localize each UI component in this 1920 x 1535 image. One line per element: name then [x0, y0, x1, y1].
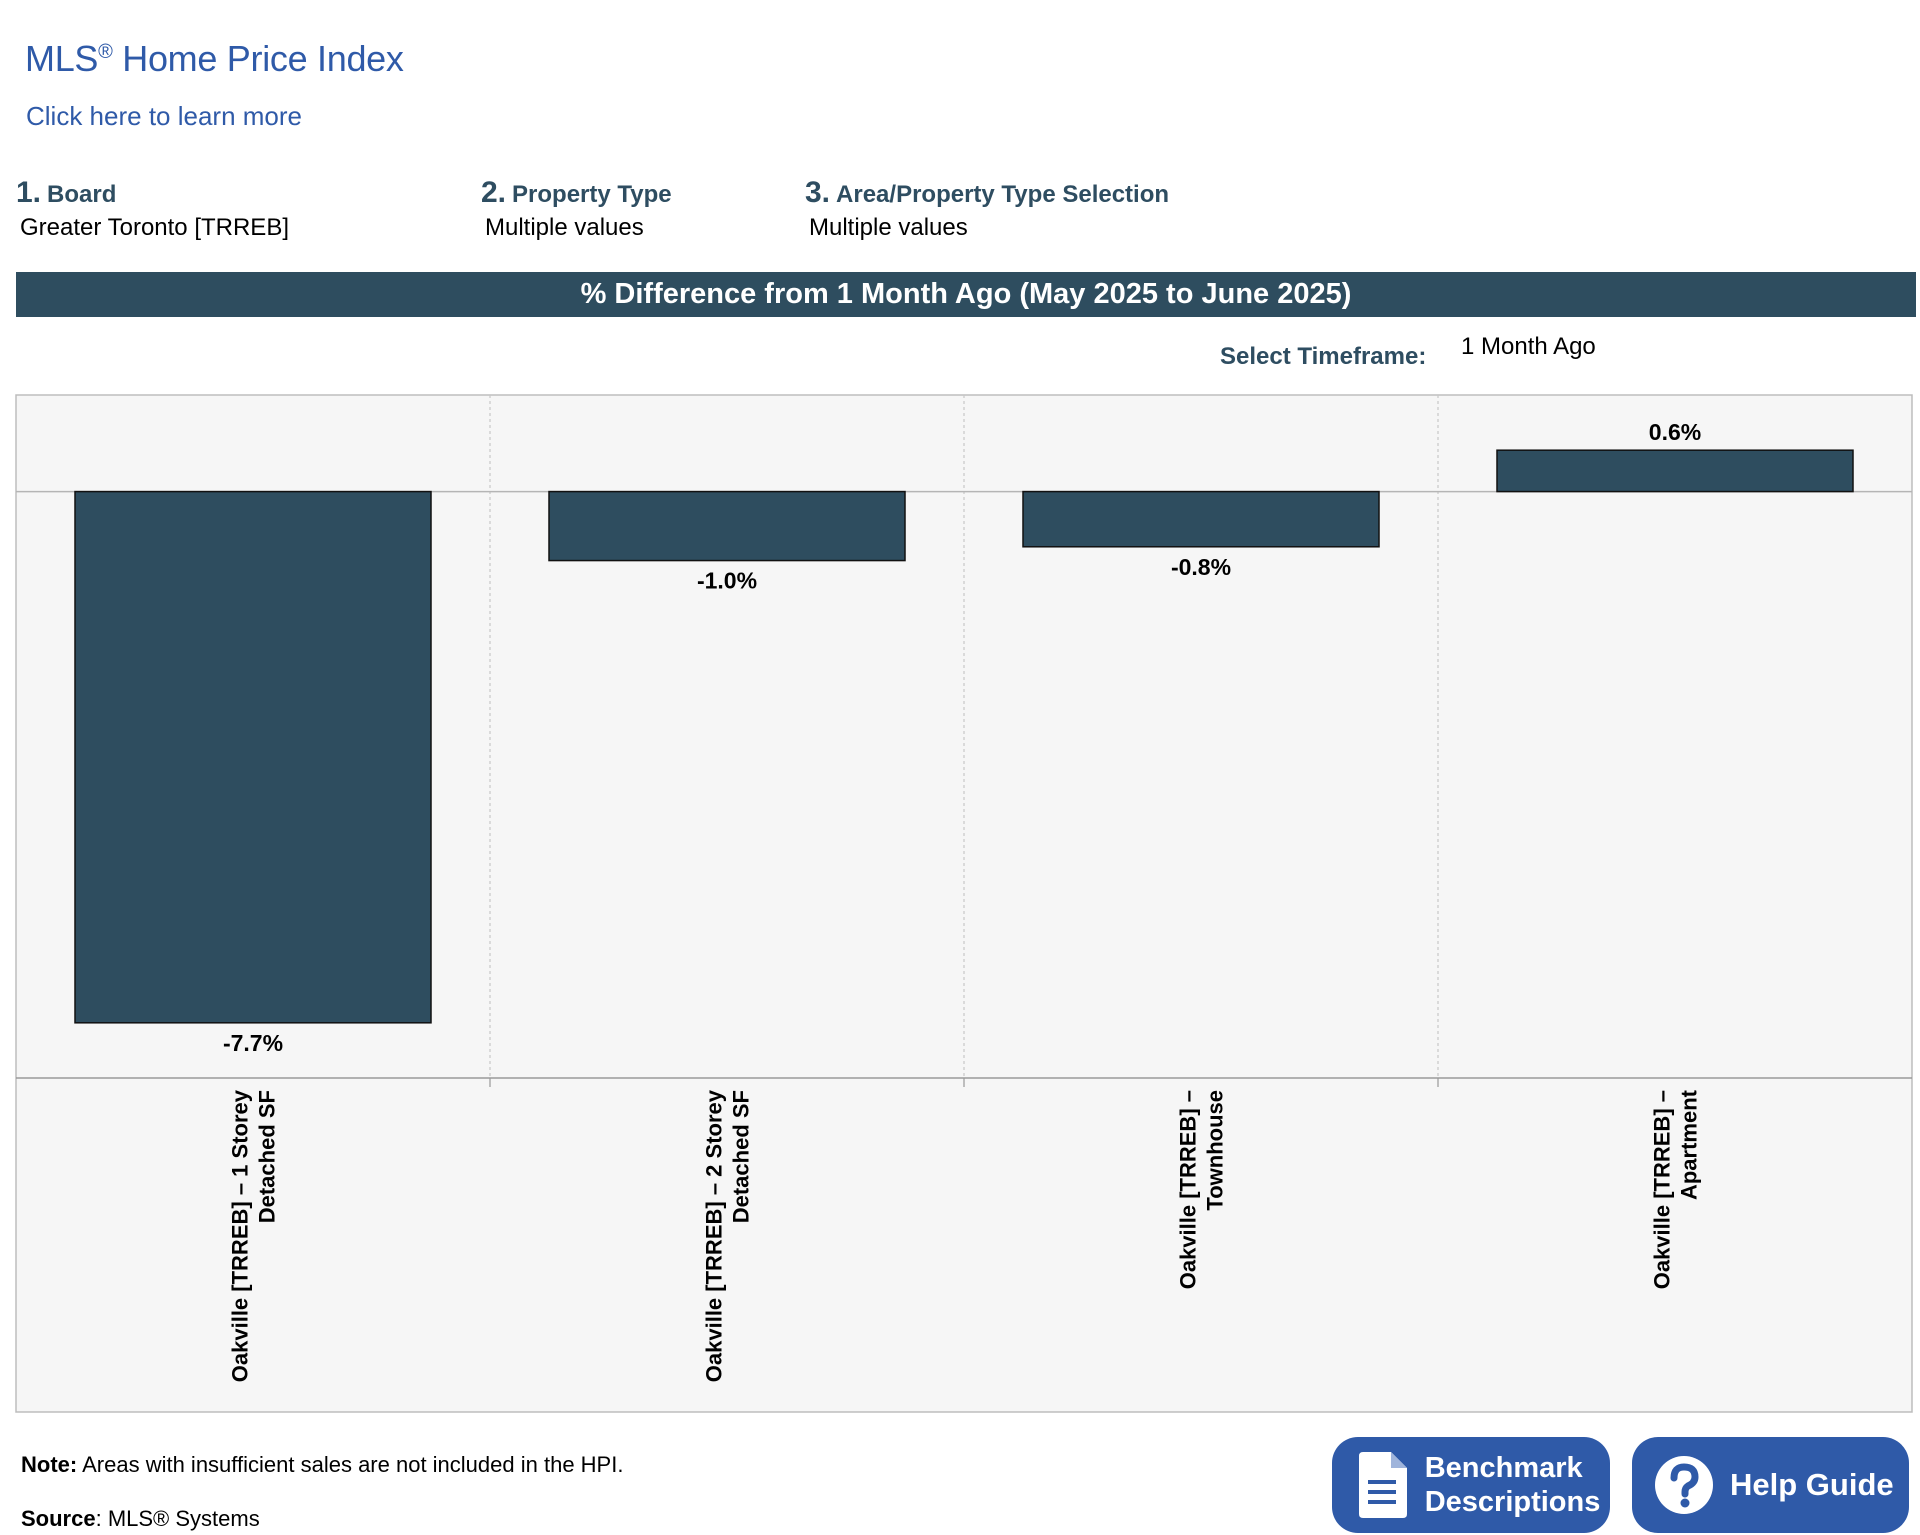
category-label-line: Oakville [TRREB] –	[1650, 1090, 1675, 1289]
benchmark-button-label-line1: Benchmark	[1424, 1452, 1583, 1484]
category-label-line: Detached SF	[729, 1090, 754, 1223]
step-number: 2.	[481, 176, 507, 209]
category-label: Oakville [TRREB] – 1 StoreyDetached SF	[228, 1089, 280, 1382]
bar	[1496, 449, 1854, 493]
filter-label: Property Type	[512, 181, 672, 208]
category-label: Oakville [TRREB] –Apartment	[1650, 1089, 1702, 1289]
filter-label: Board	[47, 181, 117, 208]
benchmark-descriptions-button[interactable]: Benchmark Descriptions	[1332, 1437, 1610, 1533]
note-text: Note: Areas with insufficient sales are …	[21, 1452, 624, 1477]
chart-title: % Difference from 1 Month Ago (May 2025 …	[16, 272, 1916, 317]
timeframe-label: Select Timeframe:	[1220, 343, 1427, 370]
step-number: 3.	[805, 176, 831, 209]
learn-more-link[interactable]: Click here to learn more	[26, 101, 302, 131]
category-label-line: Oakville [TRREB] –	[1176, 1090, 1201, 1289]
category-label: Oakville [TRREB] –Townhouse	[1176, 1090, 1228, 1289]
category-label-line: Detached SF	[255, 1090, 280, 1223]
area-selection-filter[interactable]: 3. Area/Property Type Selection Multiple …	[805, 176, 1169, 242]
board-filter[interactable]: 1. Board Greater Toronto [TRREB]	[16, 176, 289, 242]
category-label-line: Apartment	[1677, 1089, 1702, 1200]
registered-mark: ®	[98, 41, 113, 63]
question-circle-icon	[1654, 1456, 1714, 1514]
page-title: MLS® Home Price Index	[25, 38, 404, 79]
category-label: Oakville [TRREB] – 2 StoreyDetached SF	[702, 1089, 754, 1382]
source-text: Source: MLS® Systems	[21, 1506, 260, 1531]
bar	[1022, 490, 1380, 548]
benchmark-button-label-line2: Descriptions	[1424, 1486, 1601, 1518]
category-label-line: Townhouse	[1203, 1090, 1228, 1211]
bar-chart: -7.7%Oakville [TRREB] – 1 StoreyDetached…	[15, 394, 1913, 1413]
help-guide-button[interactable]: Help Guide	[1632, 1437, 1909, 1533]
category-label-line: Oakville [TRREB] – 2 Storey	[702, 1089, 727, 1382]
timeframe-select[interactable]: 1 Month Ago	[1461, 333, 1596, 360]
category-label-line: Oakville [TRREB] – 1 Storey	[228, 1089, 253, 1382]
board-filter-value[interactable]: Greater Toronto [TRREB]	[20, 214, 289, 241]
document-icon	[1358, 1452, 1409, 1518]
data-label: -0.8%	[1171, 554, 1231, 580]
data-label: -1.0%	[697, 568, 757, 594]
data-label: -7.7%	[223, 1030, 283, 1056]
help-button-label: Help Guide	[1730, 1467, 1894, 1502]
bar	[548, 490, 906, 562]
area-selection-filter-value[interactable]: Multiple values	[809, 214, 968, 241]
property-type-filter-value[interactable]: Multiple values	[485, 214, 644, 241]
step-number: 1.	[16, 176, 42, 209]
filter-label: Area/Property Type Selection	[836, 181, 1170, 208]
bar	[74, 490, 432, 1024]
property-type-filter[interactable]: 2. Property Type Multiple values	[481, 176, 672, 242]
data-label: 0.6%	[1649, 419, 1701, 445]
